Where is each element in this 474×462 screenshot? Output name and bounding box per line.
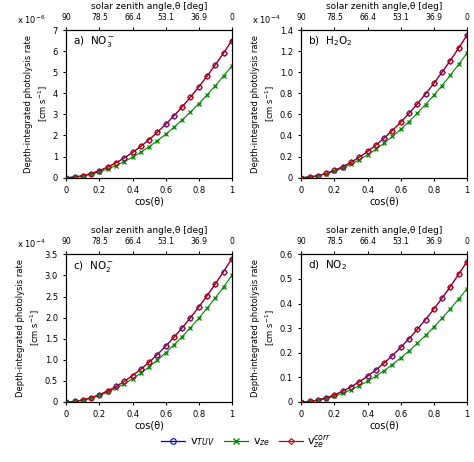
X-axis label: cos(θ): cos(θ) (369, 196, 399, 207)
X-axis label: cos(θ): cos(θ) (134, 421, 164, 431)
X-axis label: solar zenith angle,θ [deg]: solar zenith angle,θ [deg] (91, 226, 207, 235)
Text: c)  NO$_2^-$: c) NO$_2^-$ (73, 259, 114, 274)
Legend: v$_{TUV}$, v$_{ze}$, v$_{ze}^{corr}$: v$_{TUV}$, v$_{ze}$, v$_{ze}^{corr}$ (156, 429, 337, 454)
X-axis label: solar zenith angle,θ [deg]: solar zenith angle,θ [deg] (326, 226, 442, 235)
X-axis label: solar zenith angle,θ [deg]: solar zenith angle,θ [deg] (326, 1, 442, 11)
Text: b)  H$_2$O$_2$: b) H$_2$O$_2$ (308, 35, 352, 48)
Text: x 10$^{-4}$: x 10$^{-4}$ (252, 13, 281, 25)
Text: a)  NO$_3^-$: a) NO$_3^-$ (73, 35, 115, 49)
Y-axis label: Depth-integrated photolysis rate
[cm s$^{-1}$]: Depth-integrated photolysis rate [cm s$^… (24, 35, 50, 173)
X-axis label: cos(θ): cos(θ) (369, 421, 399, 431)
Y-axis label: Depth-integrated photolysis rate
[cm s$^{-1}$]: Depth-integrated photolysis rate [cm s$^… (251, 35, 277, 173)
Text: x 10$^{-6}$: x 10$^{-6}$ (17, 13, 46, 25)
Y-axis label: Depth-integrated photolysis rate
[cm s$^{-1}$]: Depth-integrated photolysis rate [cm s$^… (251, 259, 277, 397)
Y-axis label: Depth-integrated photolysis rate
[cm s$^{-1}$]: Depth-integrated photolysis rate [cm s$^… (16, 259, 42, 397)
Text: d)  NO$_2$: d) NO$_2$ (308, 259, 347, 273)
X-axis label: solar zenith angle,θ [deg]: solar zenith angle,θ [deg] (91, 1, 207, 11)
X-axis label: cos(θ): cos(θ) (134, 196, 164, 207)
Text: x 10$^{-4}$: x 10$^{-4}$ (17, 237, 46, 250)
